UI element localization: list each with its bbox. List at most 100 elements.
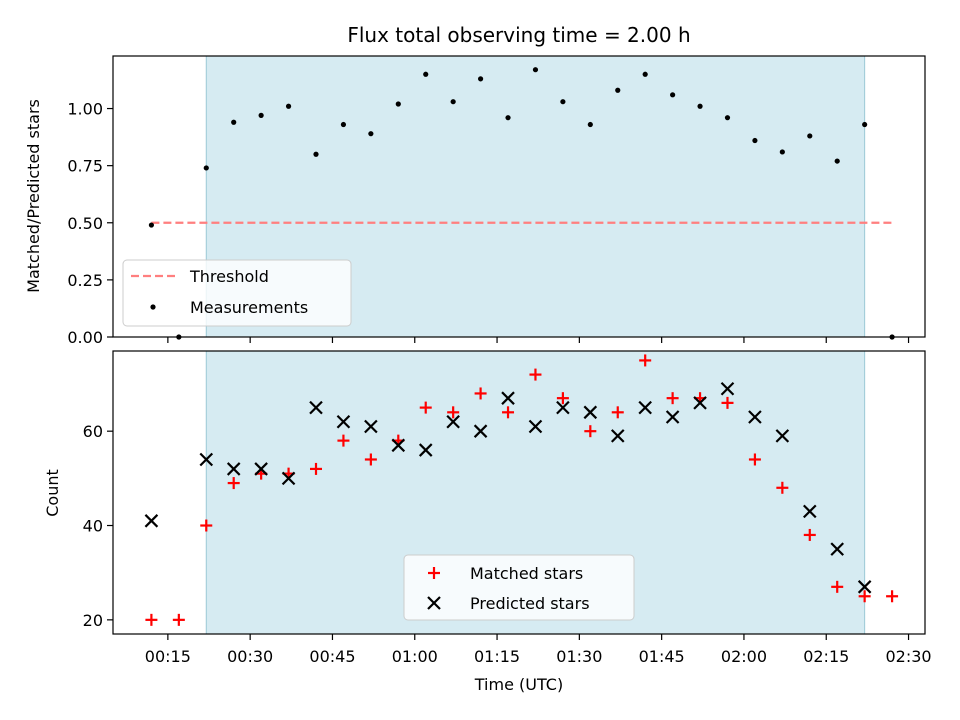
predicted-star-point xyxy=(336,414,351,429)
matched-legend-swatch xyxy=(428,567,440,579)
measurement-point xyxy=(505,115,511,121)
matched-star-point xyxy=(364,453,377,466)
measurement-point xyxy=(560,99,566,105)
bottom-y-axis: 20 40 60 xyxy=(83,422,113,630)
top-panel: 0.00 0.25 0.50 0.75 1.00 Matched/Predicted s… xyxy=(24,55,926,347)
matched-star-point xyxy=(310,462,322,475)
matched-star-point xyxy=(858,590,871,603)
bottom-legend-box xyxy=(403,554,635,621)
predicted-star-point xyxy=(144,514,159,528)
predicted-star-point xyxy=(226,462,241,476)
threshold-legend-label: Threshold xyxy=(189,267,269,286)
predicted-star-point xyxy=(254,462,268,476)
predicted-star-point xyxy=(556,400,570,415)
y-tick-label: 60 xyxy=(83,422,103,441)
predicted-star-point xyxy=(830,542,844,556)
x-tick-label: 01:15 xyxy=(474,647,520,666)
matched-star-point xyxy=(474,387,487,400)
measurement-point xyxy=(615,87,621,93)
matched-star-point xyxy=(337,434,350,447)
bottom-axes-frame xyxy=(112,350,926,635)
measurement-point xyxy=(477,76,484,82)
bottom-y-axis-label: Count xyxy=(43,469,62,517)
predicted-legend-swatch xyxy=(427,596,441,610)
matched-legend-label: Matched stars xyxy=(470,564,583,583)
top-x-ticks xyxy=(167,337,910,343)
predicted-star-point xyxy=(693,396,707,410)
predicted-legend-label: Predicted stars xyxy=(470,594,590,613)
predicted-star-point xyxy=(199,452,214,467)
y-tick-label: 0.00 xyxy=(67,328,103,347)
matched-star-point xyxy=(666,392,679,405)
measurement-point xyxy=(450,99,456,105)
matched-star-point xyxy=(803,528,816,541)
top-legend: Threshold Measurements xyxy=(122,259,352,327)
measurement-point xyxy=(697,103,703,109)
y-tick-label: 0.50 xyxy=(67,214,103,233)
matched-star-point xyxy=(776,481,789,494)
measurement-point xyxy=(642,71,648,77)
measurement-point xyxy=(862,121,868,128)
matched-star-point xyxy=(419,401,432,414)
predicted-star-point xyxy=(418,443,433,457)
x-tick-label: 00:30 xyxy=(227,647,273,666)
predicted-star-point xyxy=(501,391,515,405)
matched-star-point xyxy=(529,368,542,381)
matched-star-point xyxy=(584,425,597,438)
measurement-point xyxy=(670,92,676,98)
matched-star-point xyxy=(145,613,158,626)
measurement-point xyxy=(724,115,731,121)
bottom-legend: Matched stars Predicted stars xyxy=(403,554,635,621)
matched-star-point xyxy=(200,519,213,532)
matched-star-point xyxy=(748,453,761,466)
measurement-point xyxy=(148,222,155,228)
measurement-point xyxy=(423,71,429,77)
matched-star-point xyxy=(447,406,460,419)
matched-star-point xyxy=(611,406,624,419)
y-tick-label: 40 xyxy=(83,517,103,536)
top-y-axis-label: Matched/Predicted stars xyxy=(24,99,43,293)
bottom-x-axis-label: Time (UTC) xyxy=(474,675,563,694)
x-tick-label: 02:15 xyxy=(803,647,849,666)
bottom-panel: 20 40 60 00:15 00:30 00:45 01:00 01:15 01:30 01:… xyxy=(43,350,932,694)
measurement-point xyxy=(313,151,319,157)
y-tick-label: 0.25 xyxy=(67,271,103,290)
predicted-star-point xyxy=(583,405,598,420)
measurement-point xyxy=(532,67,539,73)
measurement-point xyxy=(285,103,292,109)
measurement-point xyxy=(368,131,374,137)
measurements-legend-label: Measurements xyxy=(190,298,308,317)
y-tick-label: 20 xyxy=(83,611,103,630)
x-tick-label: 00:45 xyxy=(309,647,355,666)
predicted-star-point xyxy=(857,580,872,594)
measurement-point xyxy=(834,158,840,164)
matched-star-point xyxy=(886,590,899,603)
x-tick-label: 00:15 xyxy=(145,647,191,666)
top-legend-box xyxy=(122,259,352,327)
measurement-point xyxy=(340,121,347,128)
y-tick-label: 1.00 xyxy=(67,100,103,119)
x-tick-label: 02:00 xyxy=(721,647,767,666)
predicted-star-point xyxy=(364,419,378,434)
top-axes-frame xyxy=(112,55,926,338)
matched-star-point xyxy=(831,580,844,593)
predicted-star-point xyxy=(720,381,735,396)
predicted-star-point xyxy=(391,438,406,453)
measurement-point xyxy=(258,112,264,118)
predicted-star-point xyxy=(610,429,625,443)
matched-star-point xyxy=(227,477,240,490)
top-plot-area xyxy=(148,67,895,340)
predicted-star-point xyxy=(309,400,323,415)
predicted-star-point xyxy=(528,419,543,434)
top-y-axis: 0.00 0.25 0.50 0.75 1.00 xyxy=(67,100,113,347)
measurement-point xyxy=(395,101,401,107)
predicted-star-point xyxy=(775,429,790,443)
predicted-star-point xyxy=(665,410,680,424)
predicted-star-point xyxy=(473,424,488,438)
predicted-star-point xyxy=(638,400,652,415)
matched-star-point xyxy=(639,354,652,367)
measurement-point xyxy=(807,133,813,139)
matched-star-point xyxy=(556,392,569,405)
x-tick-label: 01:45 xyxy=(639,647,685,666)
